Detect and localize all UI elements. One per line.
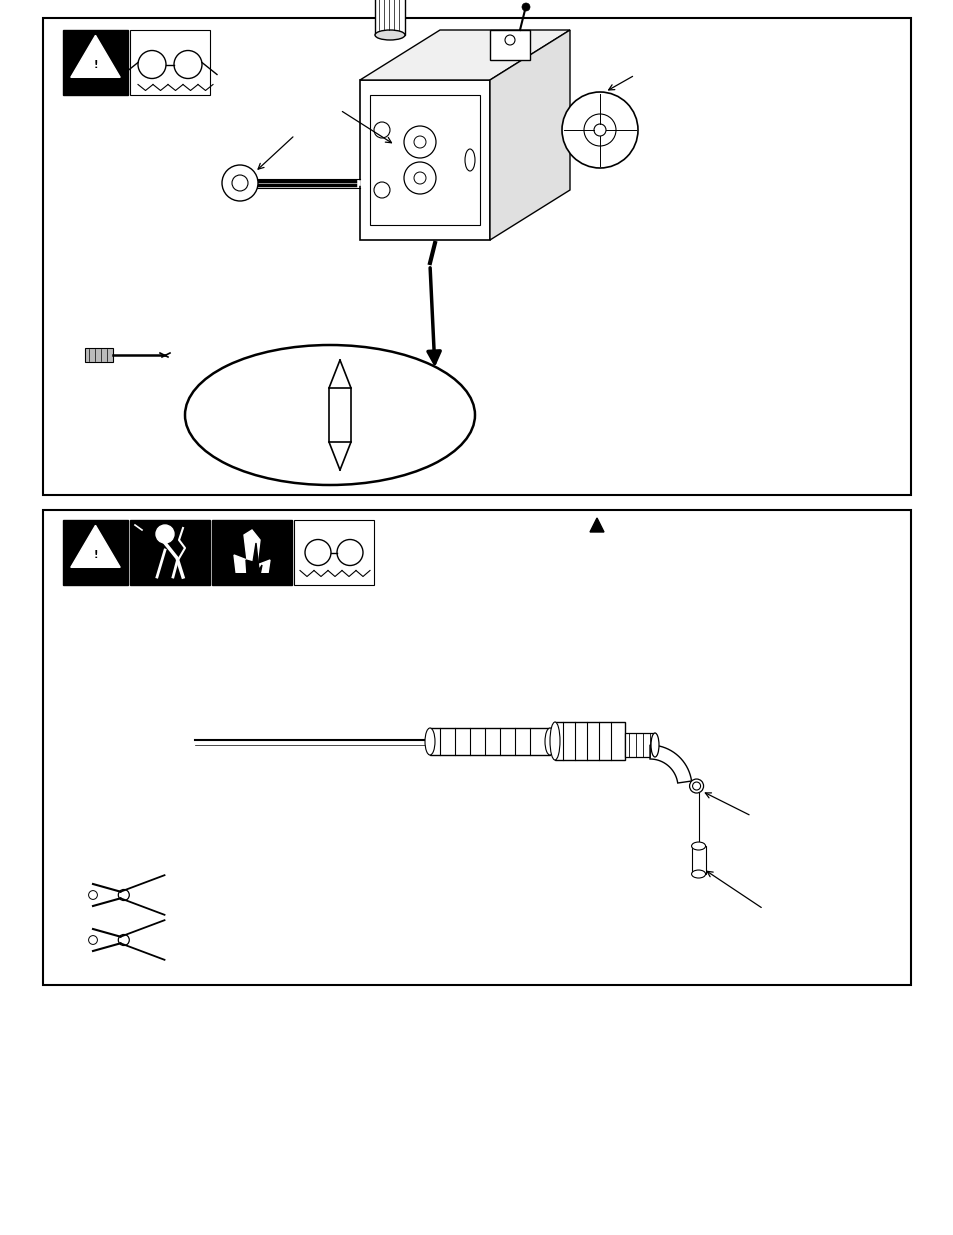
Bar (63, 30, 128, 95)
Bar (329, 388, 351, 442)
Ellipse shape (544, 727, 555, 755)
Ellipse shape (691, 842, 705, 850)
Circle shape (504, 35, 515, 44)
Bar (490, 30, 530, 61)
Ellipse shape (464, 149, 475, 170)
Ellipse shape (375, 30, 405, 40)
Circle shape (156, 525, 173, 543)
Ellipse shape (689, 779, 702, 793)
Polygon shape (649, 745, 691, 783)
Bar (43, 19, 910, 495)
Circle shape (374, 182, 390, 198)
Text: !: ! (93, 550, 97, 559)
Ellipse shape (650, 734, 659, 757)
Ellipse shape (550, 722, 559, 760)
Ellipse shape (691, 869, 705, 878)
Circle shape (561, 91, 638, 168)
Circle shape (232, 175, 248, 191)
Bar (130, 520, 210, 585)
Polygon shape (233, 530, 270, 580)
Polygon shape (589, 517, 603, 532)
Bar (294, 520, 374, 585)
Circle shape (521, 2, 530, 11)
Bar (130, 30, 210, 95)
Bar (212, 520, 292, 585)
Bar (624, 734, 655, 757)
Circle shape (583, 114, 616, 146)
Circle shape (414, 136, 426, 148)
Bar (375, 0, 405, 35)
Circle shape (414, 172, 426, 184)
Ellipse shape (692, 782, 700, 790)
Polygon shape (246, 543, 262, 576)
Bar (359, 80, 490, 240)
Bar (370, 95, 479, 225)
Bar (555, 722, 624, 760)
Bar (216, 573, 287, 580)
Circle shape (403, 162, 436, 194)
Ellipse shape (424, 727, 435, 755)
Polygon shape (71, 36, 120, 78)
Circle shape (222, 165, 257, 201)
Circle shape (594, 124, 605, 136)
Circle shape (403, 126, 436, 158)
Polygon shape (359, 30, 569, 80)
Bar (43, 510, 910, 986)
Text: !: ! (93, 61, 97, 70)
Bar (691, 846, 705, 874)
Bar (63, 520, 128, 585)
Bar (430, 727, 550, 755)
Circle shape (374, 122, 390, 138)
Polygon shape (490, 30, 569, 240)
Polygon shape (71, 525, 120, 567)
Bar (85, 348, 112, 362)
Ellipse shape (185, 345, 475, 485)
